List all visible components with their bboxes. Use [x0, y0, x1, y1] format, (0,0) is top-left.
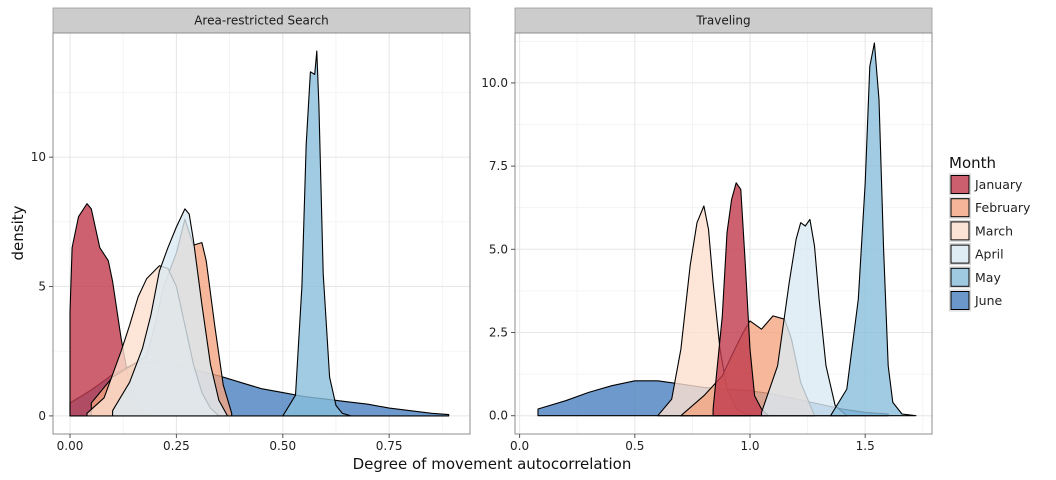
facet-title: Traveling: [695, 14, 750, 28]
density-april: [112, 208, 229, 417]
legend-title: Month: [949, 154, 996, 172]
legend-item-may: May: [949, 266, 1001, 289]
legend-label: April: [975, 247, 1004, 262]
x-tick-label: 0.25: [163, 439, 190, 453]
y-tick-label: 0.0: [489, 409, 508, 423]
legend-label: January: [974, 177, 1023, 192]
facet-strip: [52, 7, 471, 34]
facet-1: Traveling 0.0 0.5 1.0 1.5 0.0 2.5 5.0 7.5 10.0: [481, 7, 933, 453]
density-april: [760, 218, 848, 417]
legend-label: June: [974, 293, 1003, 308]
legend-label: May: [975, 270, 1001, 285]
x-tick-label: 1.5: [856, 439, 875, 453]
y-tick-label: 2.5: [489, 326, 508, 340]
legend-label: March: [975, 223, 1013, 238]
panel-border: [514, 32, 933, 435]
y-tick-label: 7.5: [489, 159, 508, 173]
legend: Month January February March April May June: [949, 154, 1031, 312]
facet-0: Area-restricted Search 0.00 0.25 0.50 0.75 0 5…: [31, 7, 471, 453]
x-tick-label: 0.75: [376, 439, 403, 453]
legend-swatch: [950, 244, 970, 264]
legend-swatch: [950, 267, 970, 287]
legend-swatch: [950, 291, 970, 310]
y-tick-label: 10: [31, 150, 46, 164]
y-tick-label: 5: [38, 280, 46, 294]
x-tick-label: 0.50: [269, 439, 296, 453]
facet-strip: [514, 7, 933, 34]
x-axis-title: Degree of movement autocorrelation: [353, 455, 632, 473]
density-january: [712, 182, 769, 417]
y-tick-label: 5.0: [489, 242, 508, 256]
legend-item-january: January: [949, 173, 1023, 196]
y-tick-label: 0: [38, 409, 46, 423]
x-tick-label: 1.0: [740, 439, 759, 453]
legend-swatch: [950, 221, 970, 241]
facet-title: Area-restricted Search: [194, 14, 329, 28]
legend-item-april: April: [949, 243, 1004, 266]
panel-border: [52, 32, 471, 435]
legend-label: February: [975, 200, 1031, 215]
x-tick-label: 0.00: [57, 439, 84, 453]
x-tick-label: 0.0: [510, 439, 529, 453]
x-tick-label: 0.5: [625, 439, 644, 453]
legend-item-february: February: [949, 196, 1031, 219]
density-may: [830, 42, 917, 417]
y-tick-label: 10.0: [481, 76, 508, 90]
legend-item-march: March: [949, 219, 1013, 242]
density-may: [282, 50, 352, 417]
y-axis-title: density: [9, 205, 27, 260]
legend-swatch: [950, 198, 970, 218]
legend-swatch: [950, 175, 970, 194]
legend-item-june: June: [949, 289, 1003, 312]
